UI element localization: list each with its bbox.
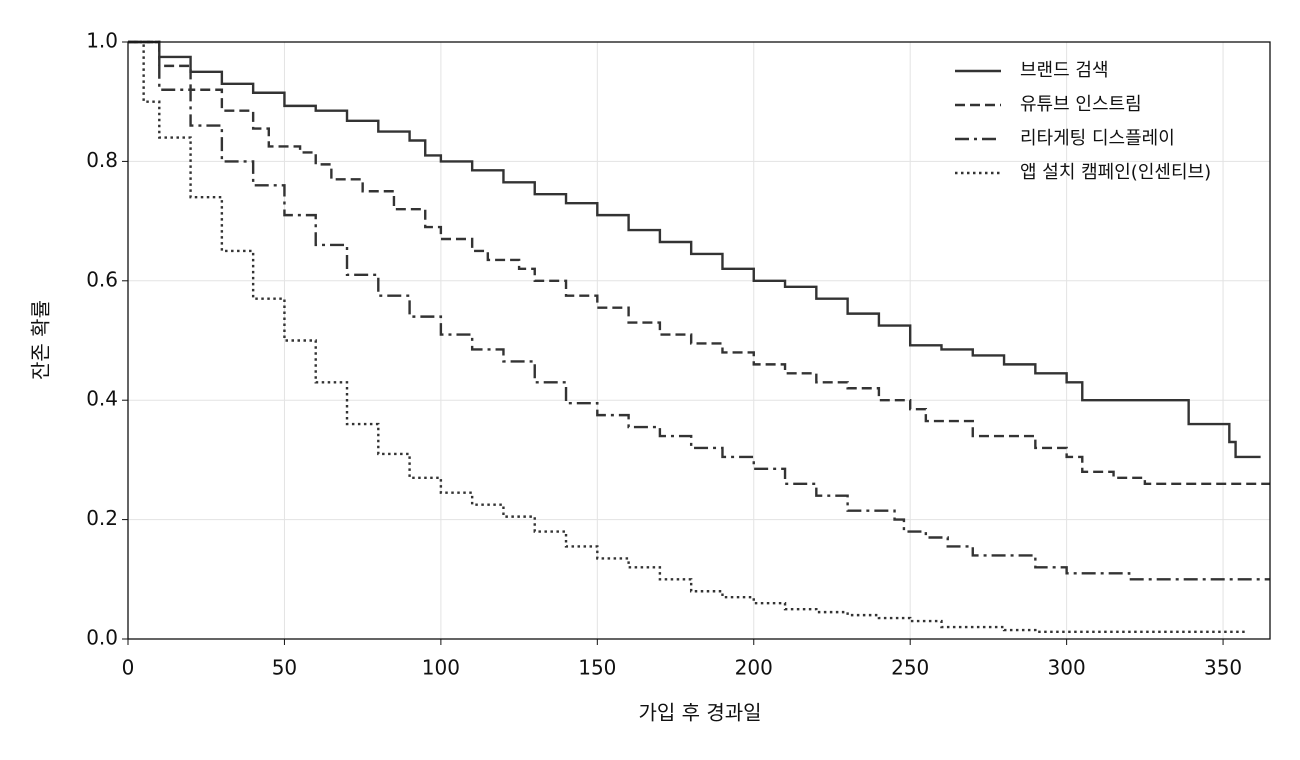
- plot-frame: [127, 41, 1271, 640]
- legend-label: 브랜드 검색: [1020, 60, 1109, 81]
- y-axis-label: 잔존 확률: [29, 300, 53, 380]
- survival-line: [128, 40, 1261, 459]
- survival-line: [128, 40, 1245, 634]
- y-tick-label: 1.0: [86, 29, 118, 53]
- survival-line: [128, 40, 1270, 485]
- x-axis-label: 가입 후 경과일: [638, 701, 761, 725]
- legend-label: 앱 설치 캠페인(인센티브): [1020, 162, 1211, 183]
- x-tick-label: 0: [122, 656, 135, 680]
- x-tick-label: 200: [735, 656, 773, 680]
- y-tick-label: 0.6: [86, 267, 118, 291]
- y-tick-label: 0.4: [86, 387, 118, 411]
- x-tick-label: 150: [578, 656, 616, 680]
- x-tick-label: 250: [891, 656, 929, 680]
- y-tick-label: 0.2: [86, 506, 118, 530]
- x-tick-label: 300: [1048, 656, 1086, 680]
- survival-line: [128, 40, 1270, 581]
- x-tick-label: 350: [1204, 656, 1242, 680]
- legend-label: 리타게팅 디스플레이: [1020, 128, 1175, 149]
- x-tick-label: 100: [422, 656, 460, 680]
- y-tick-label: 0.0: [86, 626, 118, 650]
- x-tick-label: 50: [272, 656, 297, 680]
- y-tick-label: 0.8: [86, 148, 118, 172]
- legend-label: 유튜브 인스트림: [1020, 94, 1142, 115]
